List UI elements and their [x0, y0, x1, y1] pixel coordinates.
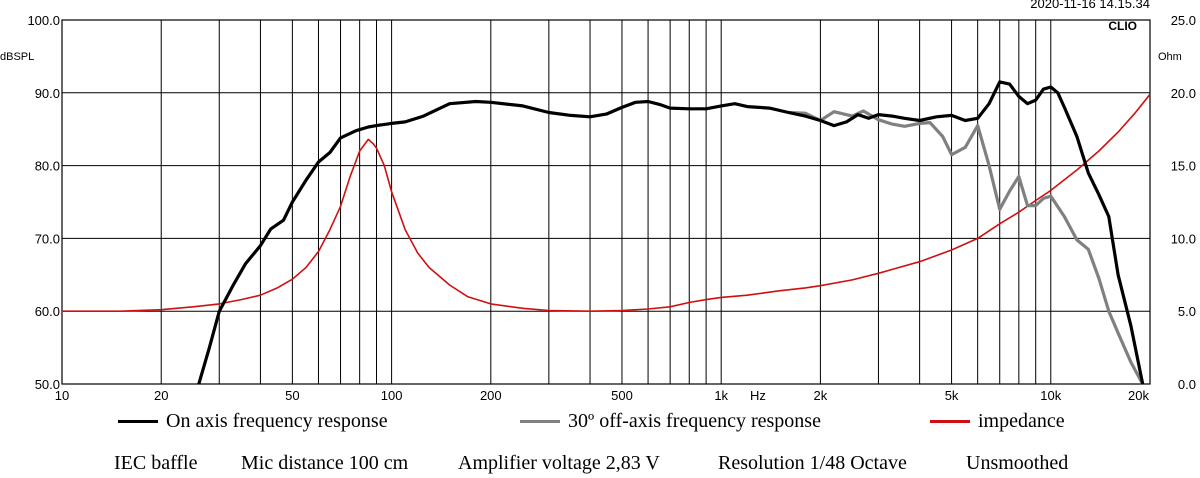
right-axis-unit: Ohm — [1158, 51, 1182, 63]
legend-item-on-axis: On axis frequency response — [118, 410, 388, 433]
legend-label-on-axis: On axis frequency response — [166, 410, 388, 432]
y-tick-label-left: 90.0 — [35, 86, 60, 101]
chart-grid — [62, 20, 1150, 384]
y-tick-label-right: 20.0 — [1171, 86, 1196, 101]
y-tick-label-left: 50.0 — [35, 377, 60, 392]
x-tick-label: 2k — [814, 388, 828, 403]
series-line-off-axis — [786, 109, 1145, 384]
legend-swatch-off-axis — [520, 420, 560, 423]
footer-smoothing: Unsmoothed — [966, 452, 1069, 474]
legend-label-impedance: impedance — [978, 410, 1065, 432]
x-tick-label: 10 — [55, 388, 69, 403]
x-tick-label: 50 — [285, 388, 299, 403]
plot-frame — [61, 19, 1151, 385]
y-tick-label-left: 60.0 — [35, 304, 60, 319]
legend-swatch-impedance — [930, 420, 970, 423]
measurement-conditions: IEC baffle Mic distance 100 cm Amplifier… — [0, 452, 1200, 478]
y-tick-label-left: 70.0 — [35, 231, 60, 246]
x-tick-label: 5k — [945, 388, 959, 403]
legend-swatch-on-axis — [118, 420, 158, 423]
footer-amp-voltage: Amplifier voltage 2,83 V — [458, 452, 660, 474]
x-tick-label: 200 — [480, 388, 502, 403]
x-axis-unit: Hz — [750, 388, 766, 403]
chart-series — [62, 80, 1150, 384]
x-tick-label: 500 — [611, 388, 633, 403]
y-tick-label-right: 15.0 — [1171, 159, 1196, 174]
frequency-response-chart: 50.0 60.0 70.0 80.0 90.0 100.0 0.0 5.0 10.0 15.0 2… — [0, 0, 1196, 403]
x-tick-label: 20k — [1128, 388, 1149, 403]
chart-tick-labels: 50.0 60.0 70.0 80.0 90.0 100.0 0.0 5.0 10.0 15.0 2… — [27, 13, 1196, 403]
y-tick-label-left: 80.0 — [35, 159, 60, 174]
series-line-on-axis — [197, 80, 1145, 384]
y-tick-label-right: 0.0 — [1178, 377, 1196, 392]
footer-baffle: IEC baffle — [114, 452, 198, 474]
series-line-impedance — [62, 93, 1150, 312]
brand-label: CLIO — [1108, 19, 1137, 33]
legend-item-off-axis: 30º off-axis frequency response — [520, 410, 821, 433]
y-tick-label-right: 5.0 — [1178, 304, 1196, 319]
x-tick-label: 1k — [714, 388, 728, 403]
y-tick-label-right: 10.0 — [1171, 231, 1196, 246]
left-axis-unit: dBSPL — [0, 51, 34, 63]
y-tick-label-left: 100.0 — [27, 13, 60, 28]
chart-legend: On axis frequency response 30º off-axis … — [0, 410, 1200, 442]
legend-label-off-axis: 30º off-axis frequency response — [568, 410, 821, 432]
x-tick-label: 20 — [154, 388, 168, 403]
legend-item-impedance: impedance — [930, 410, 1065, 433]
x-tick-label: 10k — [1040, 388, 1061, 403]
footer-resolution: Resolution 1/48 Octave — [718, 452, 907, 474]
y-tick-label-right: 25.0 — [1171, 13, 1196, 28]
footer-mic-distance: Mic distance 100 cm — [241, 452, 409, 474]
measurement-timestamp: 2020-11-16 14.15.34 — [1030, 0, 1150, 11]
x-tick-label: 100 — [381, 388, 403, 403]
